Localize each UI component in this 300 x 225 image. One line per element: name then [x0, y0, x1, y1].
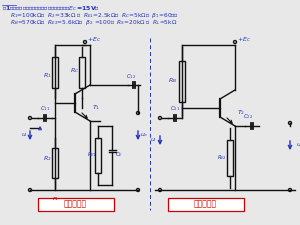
Text: $C_{22}$: $C_{22}$ — [243, 112, 253, 122]
Text: $R_1$: $R_1$ — [43, 72, 52, 81]
Bar — [52, 148, 58, 178]
Bar — [179, 61, 185, 102]
Text: $u_o$: $u_o$ — [296, 141, 300, 149]
Text: $R_2$: $R_2$ — [43, 155, 52, 163]
Text: +$E_C$: +$E_C$ — [87, 36, 101, 45]
Text: $u_i$: $u_i$ — [150, 136, 157, 144]
Text: 放大电路一: 放大电路一 — [64, 200, 87, 209]
Text: 例1：放大电路由下面两个放大电路组成。已知$E_C$=15V，: 例1：放大电路由下面两个放大电路组成。已知$E_C$=15V， — [2, 4, 100, 13]
Text: $T_1$: $T_1$ — [92, 104, 100, 112]
Bar — [79, 57, 85, 88]
FancyBboxPatch shape — [167, 198, 244, 211]
Text: $r_1$: $r_1$ — [52, 194, 59, 203]
Text: $R_{E2}$: $R_{E2}$ — [217, 153, 227, 162]
Text: $T_2$: $T_2$ — [237, 108, 245, 117]
Text: $u_i$: $u_i$ — [21, 131, 28, 139]
Text: 放大电路二: 放大电路二 — [194, 200, 217, 209]
Text: $R_C$: $R_C$ — [70, 67, 80, 75]
Text: $C_E$: $C_E$ — [115, 151, 123, 160]
Text: $R_{E1}$: $R_{E1}$ — [87, 151, 97, 160]
Bar — [95, 138, 101, 173]
Text: $R_B$=570k$\Omega$，  $R_{E2}$=5.6k$\Omega$，  $\beta_2$ =100，  $R_S$=20k$\Omega$ : $R_B$=570k$\Omega$， $R_{E2}$=5.6k$\Omega… — [10, 18, 177, 27]
Text: $C_{12}$: $C_{12}$ — [126, 72, 136, 81]
Bar — [52, 57, 58, 88]
FancyBboxPatch shape — [38, 198, 113, 211]
Text: $u_o$: $u_o$ — [140, 131, 148, 139]
Text: $R_B$: $R_B$ — [168, 76, 177, 86]
Text: $C_{21}$: $C_{21}$ — [170, 105, 180, 113]
Text: $C_{11}$: $C_{11}$ — [40, 105, 50, 113]
Bar — [227, 140, 233, 176]
Text: $R_1$=100k$\Omega$，  $R_2$=33k$\Omega$ ，  $R_{E1}$=2.5k$\Omega$，  $R_C$=5k$\Omeg: $R_1$=100k$\Omega$， $R_2$=33k$\Omega$ ， … — [10, 11, 179, 20]
Text: +$E_C$: +$E_C$ — [237, 36, 251, 45]
